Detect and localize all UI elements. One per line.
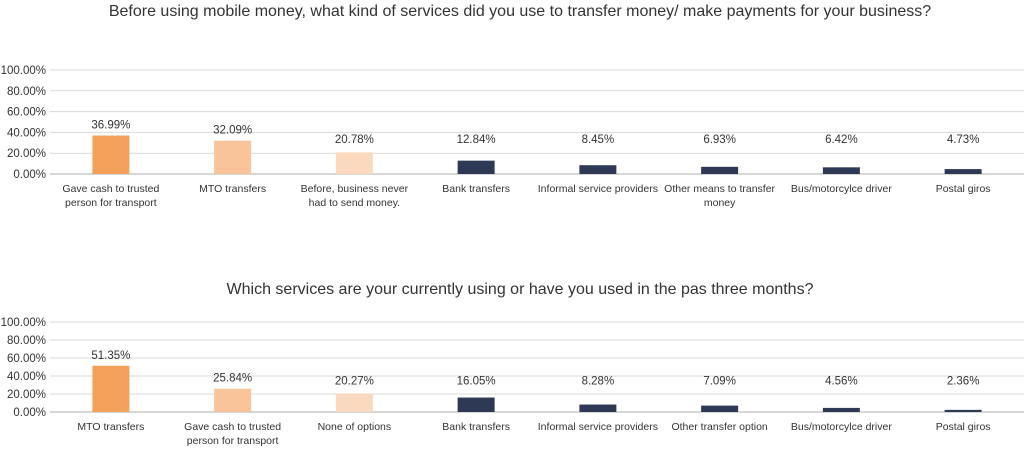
y-tick-label: 60.00% bbox=[7, 353, 46, 365]
category-label: Gave cash to trusted person for transpor… bbox=[184, 421, 282, 447]
chart-2: Which services are your currently using … bbox=[0, 272, 1024, 454]
data-label: 6.93% bbox=[703, 134, 736, 146]
bar bbox=[579, 404, 617, 412]
category-label: Bank transfers bbox=[442, 421, 510, 433]
category-label: Bus/motorcylce driver bbox=[790, 421, 892, 433]
chart-1: Before using mobile money, what kind of … bbox=[1, 3, 1024, 209]
data-label: 4.73% bbox=[947, 134, 980, 146]
category-label: Informal service providers bbox=[537, 421, 658, 433]
data-label: 8.45% bbox=[582, 134, 615, 146]
data-label: 16.05% bbox=[457, 375, 496, 387]
category-label: Informal service providers bbox=[537, 183, 658, 195]
data-label: 20.78% bbox=[335, 134, 374, 146]
chart-title: Which services are your currently using … bbox=[226, 281, 814, 298]
y-tick-label: 0.00% bbox=[13, 169, 46, 181]
y-tick-label: 60.00% bbox=[7, 107, 46, 119]
y-tick-label: 80.00% bbox=[7, 86, 46, 98]
category-label: Other transfer option bbox=[671, 421, 768, 433]
category-label: Gave cash to trusted person for transpor… bbox=[62, 183, 160, 209]
y-tick-label: 0.00% bbox=[13, 407, 46, 419]
bar bbox=[579, 165, 617, 174]
bar bbox=[92, 135, 130, 174]
data-label: 32.09% bbox=[213, 125, 252, 137]
y-tick-label: 20.00% bbox=[7, 389, 46, 401]
bar bbox=[822, 167, 860, 174]
y-tick-label: 100.00% bbox=[1, 65, 46, 77]
category-label: Bus/motorcylce driver bbox=[790, 183, 892, 195]
data-label: 25.84% bbox=[213, 373, 252, 385]
bar bbox=[335, 393, 373, 412]
chart-2-plot: 0.00% 20.00% 40.00% 60.00% 80.00% 100.00% 51.3… bbox=[1, 317, 1024, 419]
bar bbox=[92, 365, 130, 412]
data-label: 8.28% bbox=[582, 375, 615, 387]
chart-1-plot: 0.00% 20.00% 40.00% 60.00% 80.00% 100.00% 36.9… bbox=[1, 65, 1024, 181]
data-label: 4.56% bbox=[825, 375, 858, 387]
category-label: None of options bbox=[317, 421, 392, 433]
category-label: Before, business never had to send money… bbox=[300, 183, 409, 209]
y-tick-label: 80.00% bbox=[7, 335, 46, 347]
data-label: 6.42% bbox=[825, 134, 858, 146]
category-label: Bank transfers bbox=[442, 183, 510, 195]
bar bbox=[701, 405, 739, 412]
y-tick-label: 20.00% bbox=[7, 148, 46, 160]
bar bbox=[457, 397, 495, 412]
data-label: 7.09% bbox=[703, 375, 736, 387]
category-label: MTO transfers bbox=[199, 183, 267, 195]
data-label: 12.84% bbox=[457, 134, 496, 146]
bar bbox=[822, 407, 860, 412]
bar bbox=[944, 409, 982, 412]
y-tick-label: 40.00% bbox=[7, 371, 46, 383]
bar bbox=[335, 152, 373, 174]
data-label: 20.27% bbox=[335, 375, 374, 387]
data-label: 36.99% bbox=[91, 120, 130, 132]
bar bbox=[214, 140, 252, 174]
chart-title: Before using mobile money, what kind of … bbox=[108, 3, 932, 20]
bar bbox=[701, 166, 739, 174]
category-label: Postal giros bbox=[935, 183, 991, 195]
category-label: MTO transfers bbox=[77, 421, 145, 433]
y-tick-label: 100.00% bbox=[1, 317, 46, 329]
bar bbox=[214, 388, 252, 412]
data-label: 2.36% bbox=[947, 375, 980, 387]
bar bbox=[944, 169, 982, 174]
data-label: 51.35% bbox=[91, 350, 130, 362]
bar bbox=[457, 160, 495, 174]
category-label: Postal giros bbox=[935, 421, 991, 433]
y-tick-label: 40.00% bbox=[7, 127, 46, 139]
category-label: Other means to transfer money bbox=[664, 183, 776, 209]
